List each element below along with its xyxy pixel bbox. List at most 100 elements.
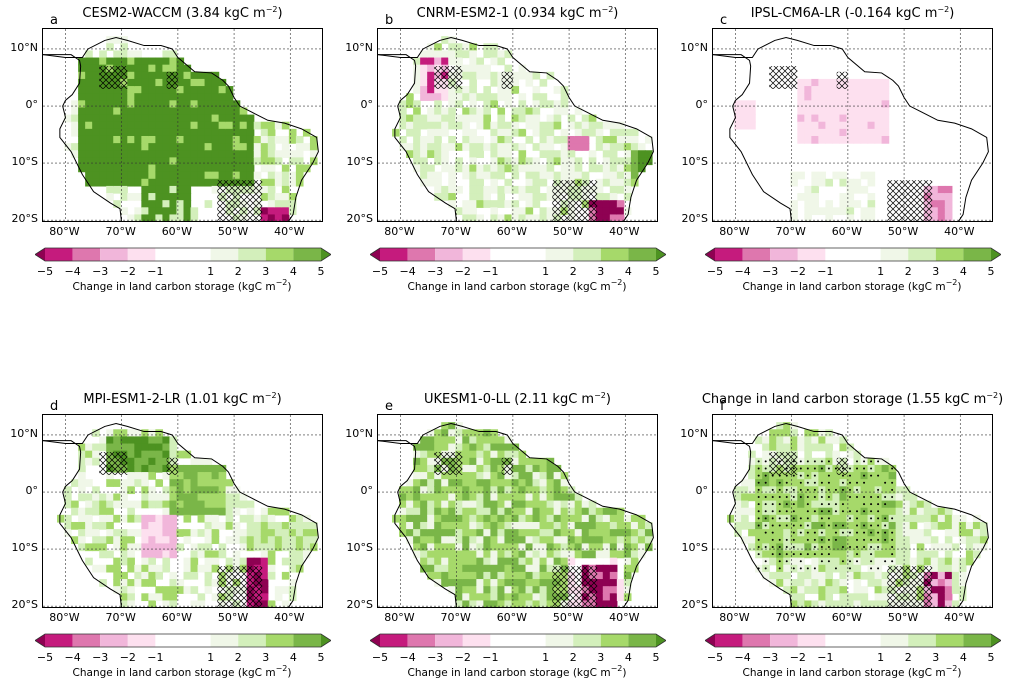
- grid-cell: [413, 150, 421, 158]
- grid-cell: [253, 121, 262, 130]
- grid-cell: [134, 193, 142, 201]
- grid-cell: [169, 486, 178, 495]
- grid-cell: [532, 71, 541, 80]
- grid-cell: [204, 71, 213, 80]
- hatch-region: [434, 452, 463, 475]
- grid-cell: [218, 472, 227, 480]
- grid-cell: [169, 93, 178, 101]
- grid-cell: [448, 543, 456, 552]
- grid-cell: [616, 214, 625, 221]
- y-tick-label: 20°S: [681, 598, 708, 612]
- grid-cell: [944, 543, 953, 552]
- grid-cell: [553, 493, 562, 502]
- grid-cell: [162, 86, 171, 94]
- grid-cell: [504, 479, 513, 487]
- grid-cell: [462, 443, 470, 452]
- grid-cell: [818, 178, 826, 187]
- grid-cell: [874, 128, 883, 137]
- grid-cell: [581, 143, 590, 151]
- colorbar-tick-label: 4: [624, 265, 632, 278]
- grid-cell: [448, 100, 456, 109]
- grid-cell: [469, 50, 477, 59]
- stipple-dot: [820, 510, 823, 513]
- grid-cell: [434, 50, 442, 59]
- grid-cell: [518, 157, 527, 166]
- grid-cell: [923, 550, 932, 559]
- grid-cell: [588, 507, 597, 516]
- colorbar-tick-label: −3: [427, 265, 444, 278]
- grid-cell: [127, 536, 135, 544]
- grid-cell: [818, 564, 826, 573]
- colorbar-tick-label: −3: [762, 651, 779, 664]
- grid-cell: [497, 529, 506, 537]
- grid-cell: [441, 557, 449, 566]
- grid-cell: [99, 443, 107, 452]
- grid-cell: [169, 135, 178, 144]
- grid-cell: [567, 135, 576, 144]
- grid-cell: [595, 193, 604, 201]
- grid-cell: [595, 164, 604, 173]
- grid-cell: [734, 514, 742, 523]
- grid-cell: [825, 128, 834, 137]
- grid-cell: [434, 128, 442, 137]
- grid-cell: [309, 536, 318, 544]
- grid-cell: [539, 571, 548, 580]
- stipple-dot: [856, 531, 859, 534]
- grid-cell: [874, 121, 883, 130]
- grid-cell: [602, 200, 611, 208]
- grid-cell: [413, 143, 421, 151]
- grid-cell: [455, 521, 463, 530]
- grid-cell: [860, 550, 869, 559]
- grid-cell: [148, 135, 156, 144]
- grid-cell: [867, 100, 876, 109]
- stipple-dot: [806, 496, 809, 499]
- grid-cell: [106, 86, 114, 94]
- grid-cell: [539, 486, 548, 495]
- map-axes: [377, 28, 658, 222]
- grid-cell: [825, 178, 834, 187]
- grid-cell: [239, 107, 248, 116]
- grid-cell: [448, 550, 456, 559]
- grid-cell: [846, 114, 855, 123]
- grid-cell: [483, 514, 491, 523]
- grid-cell: [141, 593, 149, 602]
- grid-cell: [253, 543, 262, 552]
- grid-cell: [930, 193, 939, 201]
- grid-cell: [134, 500, 142, 509]
- grid-cell: [839, 178, 848, 187]
- colorbar-segment: [265, 248, 294, 261]
- grid-cell: [106, 135, 114, 144]
- grid-cell: [134, 150, 142, 158]
- grid-cell: [623, 543, 632, 552]
- grid-cell: [937, 193, 946, 201]
- grid-cell: [441, 36, 449, 44]
- grid-cell: [546, 114, 555, 123]
- grid-cell: [546, 135, 555, 144]
- grid-cell: [413, 86, 421, 94]
- grid-cell: [78, 121, 86, 130]
- y-tick-label: 20°S: [346, 212, 373, 226]
- grid-cell: [197, 593, 206, 602]
- grid-cell: [162, 586, 171, 594]
- grid-cell: [748, 536, 756, 544]
- colorbar-tick-label: 4: [959, 265, 967, 278]
- grid-cell: [99, 564, 107, 573]
- grid-cell: [958, 564, 967, 573]
- grid-cell: [895, 507, 904, 516]
- grid-cell: [588, 536, 597, 544]
- grid-cell: [420, 150, 428, 158]
- grid-cell: [748, 529, 756, 537]
- grid-cell: [225, 507, 234, 516]
- grid-cell: [518, 479, 527, 487]
- grid-cell: [197, 157, 206, 166]
- grid-cell: [441, 493, 449, 502]
- grid-cell: [504, 200, 513, 208]
- grid-cell: [260, 193, 269, 201]
- grid-cell: [92, 493, 100, 502]
- grid-cell: [874, 579, 883, 587]
- grid-cell: [183, 214, 192, 221]
- grid-cell: [399, 100, 407, 109]
- grid-cell: [134, 86, 142, 94]
- grid-cell: [553, 486, 562, 495]
- grid-cell: [797, 128, 805, 137]
